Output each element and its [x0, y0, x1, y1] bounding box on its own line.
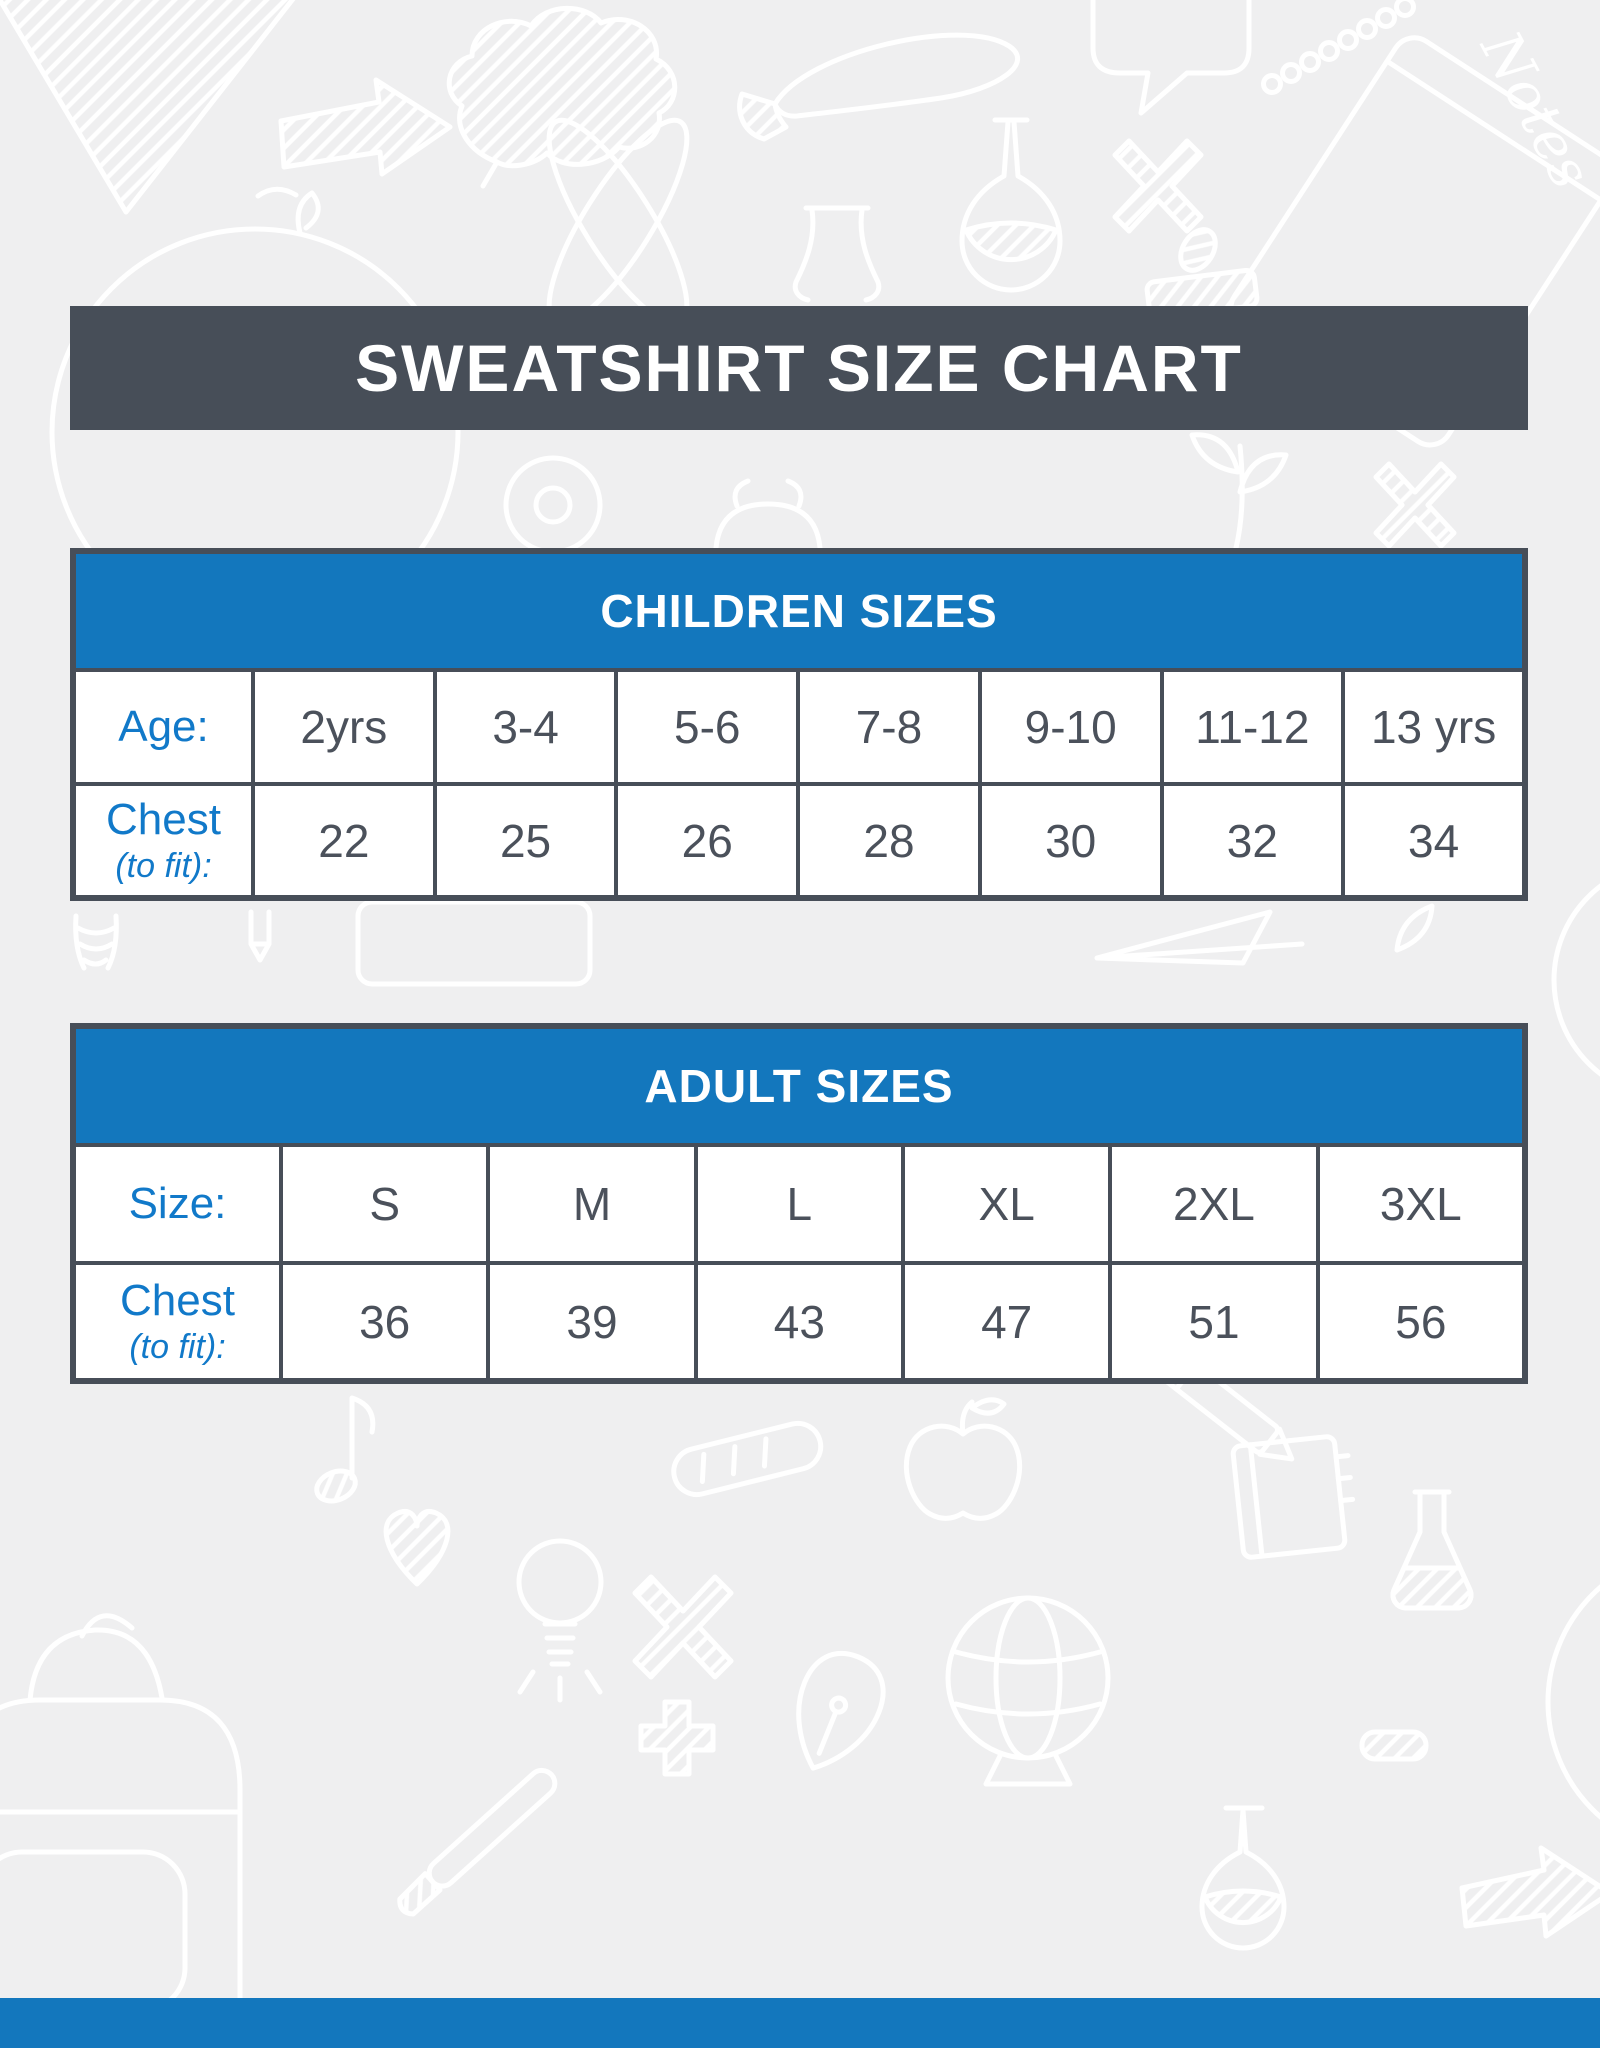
chest-cell: 28: [796, 782, 982, 900]
speech-bubble-doodle-icon: [1090, 0, 1252, 116]
leaf-doodle-icon: [1394, 903, 1435, 953]
size-cell: M: [486, 1143, 698, 1265]
age-cell: 2yrs: [251, 668, 437, 786]
children-chest-label: Chest (to fit):: [71, 782, 255, 900]
size-label: Size:: [71, 1143, 283, 1265]
adult-table-header: ADULT SIZES: [71, 1024, 1527, 1147]
chest-cell: 25: [432, 782, 619, 900]
age-cell: 7-8: [796, 668, 982, 786]
round-flask-doodle-icon: [959, 117, 1063, 293]
scribble-cloud-doodle-icon: [446, 5, 678, 189]
arrow-right2-doodle-icon: [1459, 1845, 1600, 1939]
age-cell: 13 yrs: [1341, 668, 1527, 786]
arc-right2-doodle-icon: [1545, 1584, 1600, 1820]
bulb-base-doodle-icon: [73, 913, 119, 971]
chest-cell: 32: [1159, 782, 1346, 900]
donut-doodle-icon: [503, 455, 603, 555]
arc-right-doodle-icon: [1551, 883, 1600, 1077]
bread-doodle-icon: [671, 1420, 824, 1498]
age-cell: 11-12: [1159, 668, 1346, 786]
heart-doodle-icon: [383, 1509, 451, 1587]
chest-sublabel-text: (to fit):: [129, 1328, 226, 1366]
adult-header-row: ADULT SIZES: [71, 1024, 1527, 1147]
chest-cell: 51: [1108, 1261, 1320, 1383]
size-row: Size: S M L XL 2XL 3XL: [71, 1143, 1528, 1265]
lightbulb-doodle-icon: [516, 1538, 604, 1703]
cross-x-doodle-icon: [1112, 138, 1204, 234]
spring-coil-doodle-icon: [1261, 0, 1416, 95]
paper-plane-doodle-icon: [1094, 909, 1305, 966]
chest-cell: 43: [693, 1261, 905, 1383]
age-row: Age: 2yrs 3-4 5-6 7-8 9-10 11-12 13 yrs: [71, 668, 1527, 786]
sheet-stack-doodle-icon: [0, 0, 296, 215]
backpack-doodle-icon: [0, 1613, 243, 2033]
size-cell: XL: [900, 1143, 1113, 1265]
size-cell: S: [278, 1143, 491, 1265]
book-doodle-icon: [1230, 1434, 1356, 1560]
globe-doodle-icon: [945, 1595, 1111, 1787]
children-table-header: CHILDREN SIZES: [71, 549, 1527, 672]
chest-cell: 34: [1341, 782, 1527, 900]
notes-script-label: Notes: [1467, 19, 1600, 199]
chest-sublabel-text: (to fit):: [115, 847, 212, 885]
adult-chest-label: Chest (to fit):: [71, 1261, 283, 1383]
paintbrush-doodle-icon: [737, 32, 1020, 142]
minus-doodle-icon: [1359, 1729, 1429, 1762]
size-cell: 3XL: [1315, 1143, 1528, 1265]
children-header-row: CHILDREN SIZES: [71, 549, 1527, 672]
age-cell: 5-6: [614, 668, 801, 786]
children-sizes-table: CHILDREN SIZES Age: 2yrs 3-4 5-6 7-8 9-1…: [70, 548, 1528, 901]
sprout-doodle-icon: [1189, 432, 1289, 551]
bag-top-doodle-icon: [713, 478, 823, 551]
age-cell: 9-10: [977, 668, 1164, 786]
size-cell: 2XL: [1108, 1143, 1320, 1265]
plus-doodle-icon: [638, 1699, 716, 1777]
arrow-right-doodle-icon: [278, 77, 453, 177]
size-cell: L: [693, 1143, 905, 1265]
erlenmeyer-flask-doodle-icon: [1390, 1489, 1474, 1611]
chest-cell: 22: [251, 782, 437, 900]
adult-chest-row: Chest (to fit): 36 39 43 47 51 56: [71, 1261, 1528, 1383]
age-label: Age:: [71, 668, 255, 786]
chest-cell: 26: [614, 782, 801, 900]
chest-cell: 39: [486, 1261, 698, 1383]
chest-cell: 36: [278, 1261, 491, 1383]
chest-cell: 30: [977, 782, 1164, 900]
pen-nib-doodle-icon: [796, 1650, 886, 1771]
chest-label-text: Chest: [120, 1276, 235, 1325]
apple-doodle-icon: [903, 1397, 1023, 1521]
chest-cell: 56: [1315, 1261, 1528, 1383]
pencil-tip-doodle-icon: [248, 909, 272, 963]
envelope-doodle-icon: [355, 899, 593, 987]
eraser-doodle-icon: [1144, 227, 1260, 321]
children-chest-row: Chest (to fit): 22 25 26 28 30 32 34: [71, 782, 1527, 900]
adult-sizes-table: ADULT SIZES Size: S M L XL 2XL 3XL Chest…: [70, 1023, 1528, 1384]
paintbrush2-doodle-icon: [397, 1767, 558, 1917]
title-bar: SWEATSHIRT SIZE CHART: [70, 306, 1528, 430]
round-flask2-doodle-icon: [1199, 1805, 1287, 1951]
page-title: SWEATSHIRT SIZE CHART: [355, 331, 1243, 405]
bottom-accent-bar: [0, 1998, 1600, 2048]
music-note-doodle-icon: [314, 1395, 376, 1504]
cross-x3-doodle-icon: [632, 1574, 734, 1680]
vase-doodle-icon: [792, 205, 882, 303]
age-cell: 3-4: [432, 668, 619, 786]
chest-cell: 47: [900, 1261, 1113, 1383]
chest-label-text: Chest: [106, 795, 221, 844]
cross-x2-doodle-icon: [1373, 461, 1457, 549]
